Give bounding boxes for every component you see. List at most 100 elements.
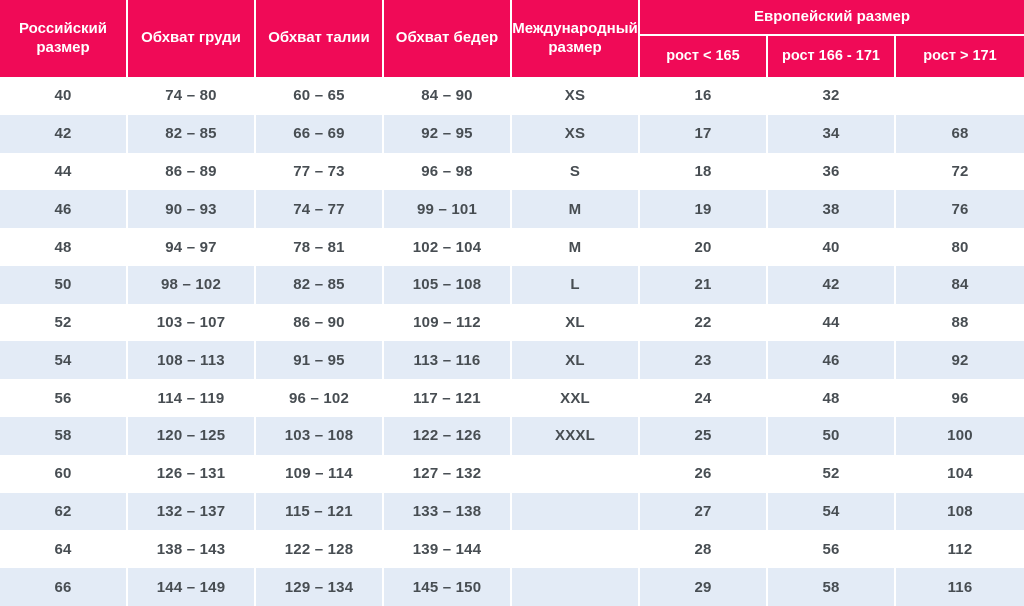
- table-cell: 74 – 77: [256, 190, 384, 229]
- table-cell: 58: [0, 417, 128, 455]
- table-cell: 16: [640, 77, 768, 115]
- table-cell: 115 – 121: [256, 492, 384, 531]
- table-cell: XS: [512, 77, 640, 115]
- table-cell: 48: [0, 228, 128, 266]
- table-cell: 86 – 90: [256, 303, 384, 342]
- table-cell: 36: [768, 152, 896, 191]
- table-cell: [896, 77, 1024, 115]
- table-cell: 127 – 132: [384, 454, 512, 493]
- table-cell: S: [512, 152, 640, 191]
- table-cell: 144 – 149: [128, 568, 256, 606]
- table-cell: 34: [768, 114, 896, 153]
- table-cell: 76: [951, 200, 969, 218]
- table-row: 58 120 – 125 103 – 108 122 – 126 XXXL 25 50 100: [0, 417, 1024, 455]
- table-cell: XL: [512, 341, 640, 380]
- table-cell: 84 – 90: [384, 77, 512, 115]
- table-cell: 78 – 81: [256, 228, 384, 266]
- table-row: 42 82 – 85 66 – 69 92 – 95 XS 17 34 68: [0, 114, 1024, 153]
- table-cell: 82 – 85: [128, 114, 256, 153]
- table-cell: 102 – 104: [384, 228, 512, 266]
- table-cell: 129 – 134: [256, 568, 384, 606]
- table-cell: 109 – 114: [256, 454, 384, 493]
- table-cell: 52: [768, 454, 896, 493]
- table-cell: XXXL: [512, 417, 640, 455]
- table-cell: 94 – 97: [128, 228, 256, 266]
- table-cell: 48: [768, 379, 896, 418]
- table-cell: 74 – 80: [128, 77, 256, 115]
- table-cell: 60 – 65: [256, 77, 384, 115]
- table-cell: 60: [0, 454, 128, 493]
- table-row: 64 138 – 143 122 – 128 139 – 144 28 56 112: [0, 530, 1024, 569]
- table-cell: 122 – 126: [384, 417, 512, 455]
- table-cell: 103 – 108: [256, 417, 384, 455]
- table-cell: 122 – 128: [256, 530, 384, 569]
- table-row: 60 126 – 131 109 – 114 127 – 132 26 52 104: [0, 454, 1024, 493]
- table-cell: 96 – 102: [256, 379, 384, 418]
- table-cell: 26: [640, 454, 768, 493]
- table-cell: 42: [0, 114, 128, 153]
- table-cell: [512, 530, 640, 569]
- table-row: 62 132 – 137 115 – 121 133 – 138 27 54 108: [0, 492, 1024, 531]
- table-row: 66 144 – 149 129 – 134 145 – 150 29 58 116: [0, 568, 1024, 606]
- table-cell: 72: [951, 162, 969, 180]
- header-subrow-heights: рост < 165 рост 166 - 171 рост > 171: [640, 36, 1024, 77]
- table-cell: 132 – 137: [128, 492, 256, 531]
- table-cell: 100: [947, 427, 973, 445]
- table-cell: 96: [951, 389, 969, 407]
- table-header-row: Российский размер Обхват груди Обхват та…: [0, 0, 1024, 77]
- table-cell: XS: [512, 114, 640, 153]
- table-cell: 133 – 138: [384, 492, 512, 531]
- table-cell: 54: [0, 341, 128, 380]
- table-cell: 20: [640, 228, 768, 266]
- table-cell: L: [512, 265, 640, 304]
- table-cell: 17: [640, 114, 768, 153]
- table-cell: [512, 492, 640, 531]
- table-cell: 56: [768, 530, 896, 569]
- table-cell: 91 – 95: [256, 341, 384, 380]
- table-cell: 88: [951, 314, 969, 332]
- table-cell: 46: [0, 190, 128, 229]
- table-cell: 120 – 125: [128, 417, 256, 455]
- table-cell: 103 – 107: [128, 303, 256, 342]
- header-cell-international-size: Международный размер: [512, 0, 640, 77]
- table-cell: 138 – 143: [128, 530, 256, 569]
- table-cell: XXL: [512, 379, 640, 418]
- table-cell: 77 – 73: [256, 152, 384, 191]
- table-cell: 68: [951, 125, 969, 143]
- table-cell: [512, 568, 640, 606]
- table-cell: 18: [640, 152, 768, 191]
- table-cell: 44: [0, 152, 128, 191]
- table-cell: 32: [768, 77, 896, 115]
- table-cell: 42: [768, 265, 896, 304]
- table-cell: 112: [947, 540, 973, 558]
- table-cell: 28: [640, 530, 768, 569]
- table-body: 40 74 – 80 60 – 65 84 – 90 XS 16 32 42 82 – 85 66…: [0, 77, 1024, 606]
- table-cell: 114 – 119: [128, 379, 256, 418]
- table-cell: 44: [768, 303, 896, 342]
- table-cell: 99 – 101: [384, 190, 512, 229]
- table-cell: 50: [0, 265, 128, 304]
- table-cell: 25: [640, 417, 768, 455]
- table-cell: 86 – 89: [128, 152, 256, 191]
- table-cell: 80: [951, 238, 969, 256]
- table-cell: 116: [947, 578, 973, 596]
- header-cell-height-gt-171: рост > 171: [923, 48, 997, 65]
- header-cell-european-size: Европейский размер: [640, 0, 1024, 36]
- table-row: 40 74 – 80 60 – 65 84 – 90 XS 16 32: [0, 77, 1024, 115]
- table-cell: 66 – 69: [256, 114, 384, 153]
- table-cell: 50: [768, 417, 896, 455]
- table-row: 56 114 – 119 96 – 102 117 – 121 XXL 24 48 96: [0, 379, 1024, 418]
- table-row: 48 94 – 97 78 – 81 102 – 104 M 20 40 80: [0, 228, 1024, 266]
- table-cell: 64: [0, 530, 128, 569]
- table-cell: 40: [768, 228, 896, 266]
- table-cell: 145 – 150: [384, 568, 512, 606]
- table-cell: 27: [640, 492, 768, 531]
- table-cell: 52: [0, 303, 128, 342]
- table-cell: 104: [947, 465, 973, 483]
- table-cell: 40: [0, 77, 128, 115]
- table-row: 44 86 – 89 77 – 73 96 – 98 S 18 36 72: [0, 152, 1024, 191]
- header-cell-hips: Обхват бедер: [384, 0, 512, 77]
- table-cell: 113 – 116: [384, 341, 512, 380]
- table-cell: 90 – 93: [128, 190, 256, 229]
